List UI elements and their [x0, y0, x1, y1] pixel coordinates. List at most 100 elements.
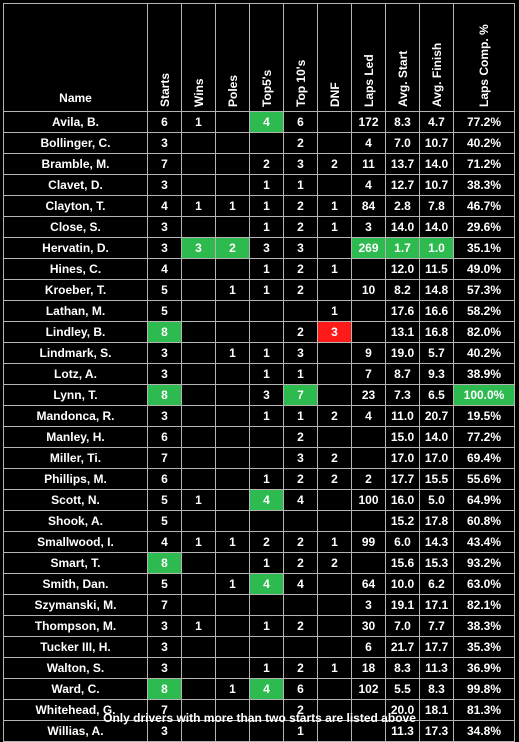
table-row: Phillips, M. 6 1 2 2 2 17.7 15.5 55.6%: [3, 468, 515, 490]
cell-poles: [215, 153, 250, 175]
header-laps-led: Laps Led: [351, 3, 386, 112]
cell-avg-start: 10.0: [385, 573, 420, 595]
cell-starts: 5: [147, 489, 182, 511]
header-wins: Wins: [181, 3, 216, 112]
cell-name: Kroeber, T.: [3, 279, 148, 301]
cell-dnf: [317, 384, 352, 406]
cell-poles: [215, 468, 250, 490]
cell-wins: [181, 363, 216, 385]
cell-starts: 8: [147, 384, 182, 406]
cell-avg-start: 17.7: [385, 468, 420, 490]
cell-avg-start: 17.6: [385, 300, 420, 322]
cell-top10: 2: [283, 615, 318, 637]
cell-dnf: 2: [317, 468, 352, 490]
cell-starts: 4: [147, 531, 182, 553]
cell-laps-led: [351, 552, 386, 574]
cell-laps-led: 99: [351, 531, 386, 553]
cell-top5: 1: [249, 174, 284, 196]
cell-avg-start: 20.0: [385, 699, 420, 721]
cell-avg-start: 1.7: [385, 237, 420, 259]
cell-avg-start: 11.0: [385, 405, 420, 427]
cell-starts: 7: [147, 153, 182, 175]
cell-dnf: 1: [317, 300, 352, 322]
cell-laps-comp: 69.4%: [453, 447, 515, 469]
cell-laps-led: [351, 510, 386, 532]
cell-avg-start: 16.0: [385, 489, 420, 511]
cell-poles: 2: [215, 237, 250, 259]
cell-top10: 4: [283, 573, 318, 595]
cell-dnf: [317, 489, 352, 511]
cell-top5: [249, 594, 284, 616]
cell-poles: [215, 111, 250, 133]
table-row: Smallwood, I. 4 1 1 2 2 1 99 6.0 14.3 43.4%: [3, 531, 515, 553]
cell-top10: 2: [283, 552, 318, 574]
cell-starts: 5: [147, 510, 182, 532]
cell-avg-start: 14.0: [385, 216, 420, 238]
cell-laps-led: 7: [351, 363, 386, 385]
cell-poles: [215, 300, 250, 322]
cell-avg-start: 8.3: [385, 657, 420, 679]
cell-laps-led: 23: [351, 384, 386, 406]
header-name: Name: [3, 3, 148, 112]
cell-wins: 1: [181, 111, 216, 133]
cell-top10: 6: [283, 678, 318, 700]
cell-top5: 1: [249, 195, 284, 217]
cell-name: Smart, T.: [3, 552, 148, 574]
cell-top10: 4: [283, 489, 318, 511]
cell-dnf: [317, 132, 352, 154]
cell-top5: [249, 426, 284, 448]
cell-wins: [181, 678, 216, 700]
cell-laps-led: 64: [351, 573, 386, 595]
cell-wins: [181, 300, 216, 322]
cell-wins: 1: [181, 195, 216, 217]
table-row: Clayton, T. 4 1 1 1 2 1 84 2.8 7.8 46.7%: [3, 195, 515, 217]
cell-avg-finish: 7.8: [419, 195, 454, 217]
cell-avg-start: 15.6: [385, 552, 420, 574]
cell-name: Bramble, M.: [3, 153, 148, 175]
cell-name: Shook, A.: [3, 510, 148, 532]
cell-name: Scott, N.: [3, 489, 148, 511]
header-dnf: DNF: [317, 3, 352, 112]
cell-laps-led: 2: [351, 468, 386, 490]
cell-name: Szymanski, M.: [3, 594, 148, 616]
cell-top10: 2: [283, 216, 318, 238]
cell-top10: 2: [283, 132, 318, 154]
cell-laps-comp: 36.9%: [453, 657, 515, 679]
header-top10: Top 10's: [283, 3, 318, 112]
cell-avg-finish: 15.3: [419, 552, 454, 574]
cell-avg-start: 21.7: [385, 636, 420, 658]
cell-poles: [215, 657, 250, 679]
cell-laps-comp: 82.1%: [453, 594, 515, 616]
cell-top5: [249, 636, 284, 658]
cell-dnf: 1: [317, 216, 352, 238]
cell-laps-comp: 55.6%: [453, 468, 515, 490]
cell-avg-start: 2.8: [385, 195, 420, 217]
cell-dnf: 1: [317, 258, 352, 280]
cell-laps-comp: 40.2%: [453, 132, 515, 154]
cell-starts: 6: [147, 468, 182, 490]
cell-laps-comp: 58.2%: [453, 300, 515, 322]
cell-name: Hervatin, D.: [3, 237, 148, 259]
cell-laps-comp: 46.7%: [453, 195, 515, 217]
header-laps-comp-label: Laps Comp. %: [477, 24, 491, 107]
cell-avg-start: 13.7: [385, 153, 420, 175]
cell-dnf: [317, 363, 352, 385]
cell-wins: 1: [181, 531, 216, 553]
table-row: Manley, H. 6 2 15.0 14.0 77.2%: [3, 426, 515, 448]
table-row: Szymanski, M. 7 3 19.1 17.1 82.1%: [3, 594, 515, 616]
cell-avg-finish: 14.0: [419, 153, 454, 175]
cell-wins: [181, 636, 216, 658]
cell-laps-comp: 29.6%: [453, 216, 515, 238]
cell-name: Smallwood, I.: [3, 531, 148, 553]
cell-top10: 2: [283, 426, 318, 448]
cell-dnf: 2: [317, 447, 352, 469]
table-body: Avila, B. 6 1 4 6 172 8.3 4.7 77.2% Bollinger, C.…: [3, 111, 515, 742]
cell-name: Lindmark, S.: [3, 342, 148, 364]
cell-starts: 6: [147, 111, 182, 133]
cell-wins: [181, 174, 216, 196]
header-wins-label: Wins: [191, 78, 206, 107]
cell-laps-led: [351, 258, 386, 280]
cell-laps-comp: 35.3%: [453, 636, 515, 658]
cell-top5: 4: [249, 489, 284, 511]
cell-dnf: [317, 594, 352, 616]
